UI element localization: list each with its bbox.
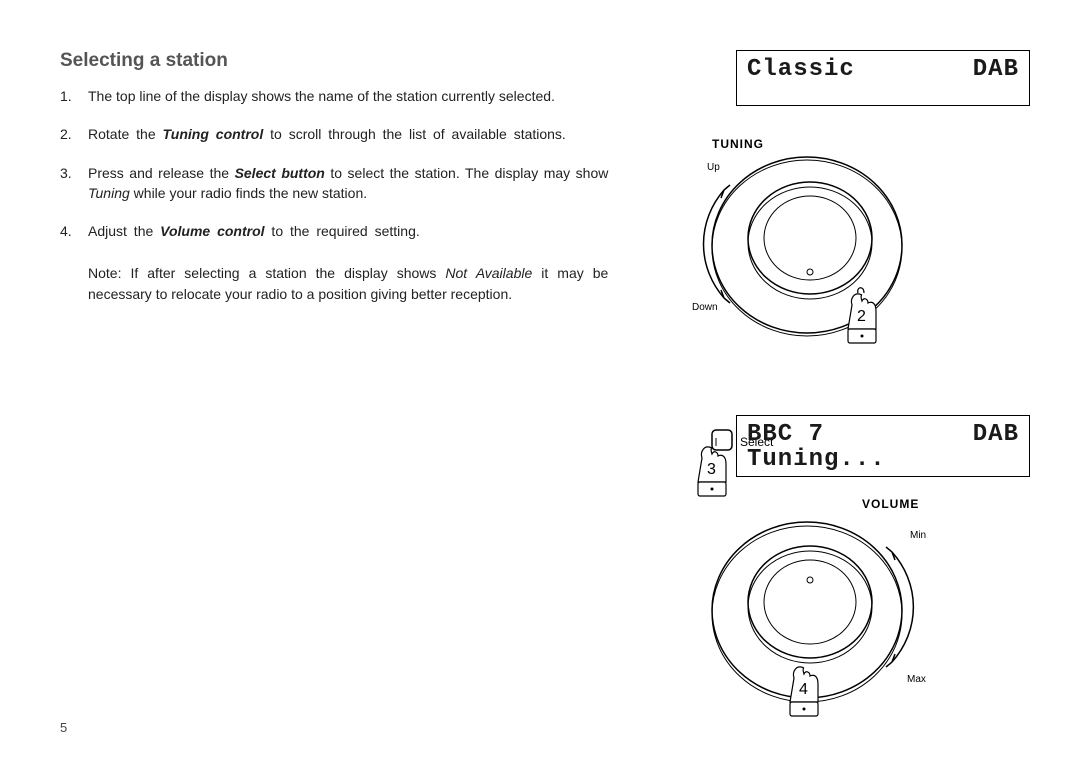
step-4: 4. Adjust the Volume control to the requ… (60, 221, 608, 241)
section-heading: Selecting a station (60, 50, 608, 72)
lcd2-status: Tuning... (747, 447, 886, 472)
hand-number-3: 3 (707, 461, 716, 478)
volume-dial-diagram: VOLUME Min Max 4 (692, 490, 952, 735)
lcd2-station: BBC 7 (747, 422, 824, 447)
lcd1-mode: DAB (973, 57, 1019, 82)
page-number: 5 (60, 720, 67, 735)
volume-label: VOLUME (862, 497, 919, 511)
instructions-column: Selecting a station 1. The top line of t… (60, 50, 608, 304)
illustration-column: Classic DAB (638, 50, 1030, 304)
lcd-display-2: BBC 7 DAB Tuning... (736, 415, 1030, 477)
hand-number-2: 2 (857, 308, 866, 325)
step-1: 1. The top line of the display shows the… (60, 86, 608, 106)
step-2: 2. Rotate the Tuning control to scroll t… (60, 124, 608, 144)
steps-list: 1. The top line of the display shows the… (60, 86, 608, 241)
min-label: Min (910, 530, 926, 541)
down-label: Down (692, 302, 718, 313)
hand-number-4: 4 (799, 681, 808, 698)
tuning-dial-diagram: TUNING Up Down 2 (692, 130, 932, 365)
note-text: Note: If after selecting a station the d… (88, 263, 608, 304)
max-label: Max (907, 674, 926, 685)
lcd2-mode: DAB (973, 422, 1019, 447)
step-3: 3. Press and release the Select button t… (60, 163, 608, 204)
lcd-display-1: Classic DAB (736, 50, 1030, 106)
lcd1-station: Classic (747, 57, 855, 82)
tuning-label: TUNING (712, 137, 764, 151)
up-label: Up (707, 162, 720, 173)
